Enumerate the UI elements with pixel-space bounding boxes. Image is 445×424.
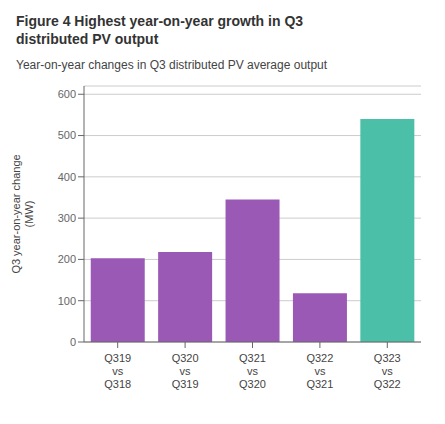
svg-text:Q319vsQ318: Q319vsQ318 <box>104 352 131 390</box>
svg-text:500: 500 <box>58 129 76 141</box>
svg-text:0: 0 <box>70 336 76 348</box>
html-text:Figure 4 Highest year-on-year: Figure 4 Highest year-on-year growth in … <box>16 13 304 47</box>
svg-text:100: 100 <box>58 295 76 307</box>
svg-text:Q321vsQ320: Q321vsQ320 <box>239 352 266 390</box>
svg-text:200: 200 <box>58 253 76 265</box>
svg-text:300: 300 <box>58 212 76 224</box>
svg-text:600: 600 <box>58 88 76 100</box>
svg-text:Q322vsQ321: Q322vsQ321 <box>306 352 333 390</box>
svg-text:400: 400 <box>58 171 76 183</box>
svg-text:Q3 year-on-year change(MW): Q3 year-on-year change(MW) <box>10 154 35 273</box>
html-text:Year-on-year changes in Q3 dis: Year-on-year changes in Q3 distributed P… <box>16 58 328 72</box>
svg-text:Q320vsQ319: Q320vsQ319 <box>172 352 199 390</box>
svg-text:Q323vsQ322: Q323vsQ322 <box>374 352 401 390</box>
